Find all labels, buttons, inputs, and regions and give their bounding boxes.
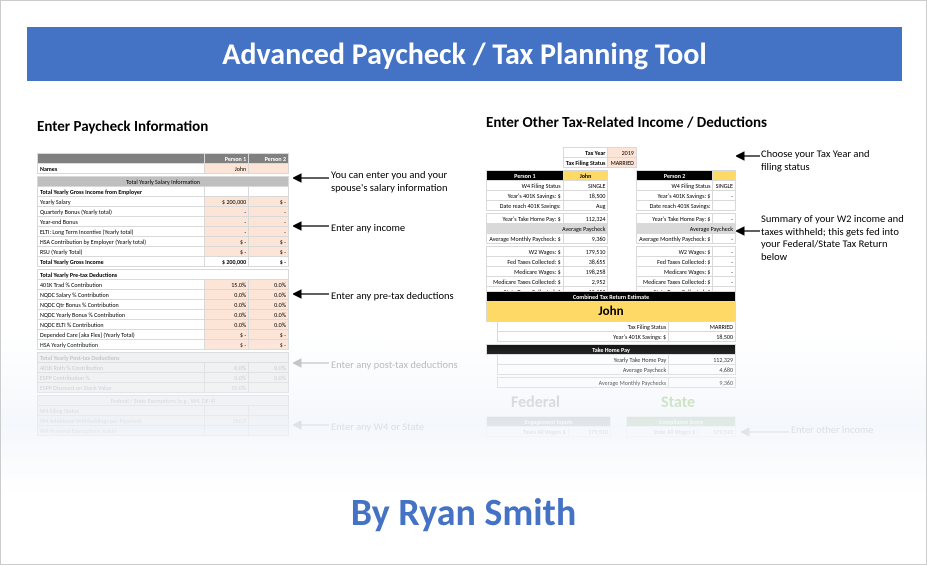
federal-label: Federal — [511, 393, 560, 412]
callout-w4: Enter any W4 or State — [331, 421, 424, 434]
state-label: State — [661, 393, 695, 412]
arrow-icon — [736, 151, 760, 161]
heading-right: Enter Other Tax-Related Income / Deducti… — [486, 114, 767, 132]
callout-pretax: Enter any pre-tax deductions — [331, 290, 454, 303]
callout-posttax: Enter any post-tax deductions — [331, 359, 458, 372]
title-text: Advanced Paycheck / Tax Planning Tool — [222, 36, 707, 73]
right-table: Tax Year2019 Tax Filing StatusMARRIED Pe… — [486, 147, 736, 297]
callout-salary: You can enter you and your spouse's sala… — [331, 169, 466, 194]
callout-other-income: Enter other income — [791, 424, 873, 437]
arrow-icon — [293, 221, 329, 231]
arrow-icon — [736, 226, 760, 236]
left-spreadsheet: Person 1Person 2 NamesJohn Total Yearly … — [37, 153, 289, 436]
callout-taxyear: Choose your Tax Year and filing status — [761, 148, 891, 173]
left-table: Person 1Person 2 NamesJohn Total Yearly … — [37, 153, 289, 436]
arrow-icon — [741, 427, 789, 437]
arrow-icon — [293, 420, 329, 430]
heading-left: Enter Paycheck Information — [37, 118, 208, 136]
callout-income: Enter any income — [331, 222, 405, 235]
right-spreadsheet: Tax Year2019 Tax Filing StatusMARRIED Pe… — [486, 147, 736, 297]
arrow-icon — [293, 358, 329, 368]
combined-spreadsheet: Combined Tax Return Estimate John Tax Fi… — [486, 291, 736, 388]
callout-w2: Summary of your W2 income and taxes with… — [761, 213, 906, 263]
author-text: By Ryan Smith — [1, 490, 926, 536]
state-mini: Compliance Score State All Wages $179,51… — [626, 416, 736, 437]
federal-mini: Engagement Inputs Taxes All Wages $179,5… — [486, 416, 611, 437]
arrow-icon — [293, 173, 329, 183]
title-banner: Advanced Paycheck / Tax Planning Tool — [27, 27, 902, 81]
arrow-icon — [293, 289, 329, 299]
